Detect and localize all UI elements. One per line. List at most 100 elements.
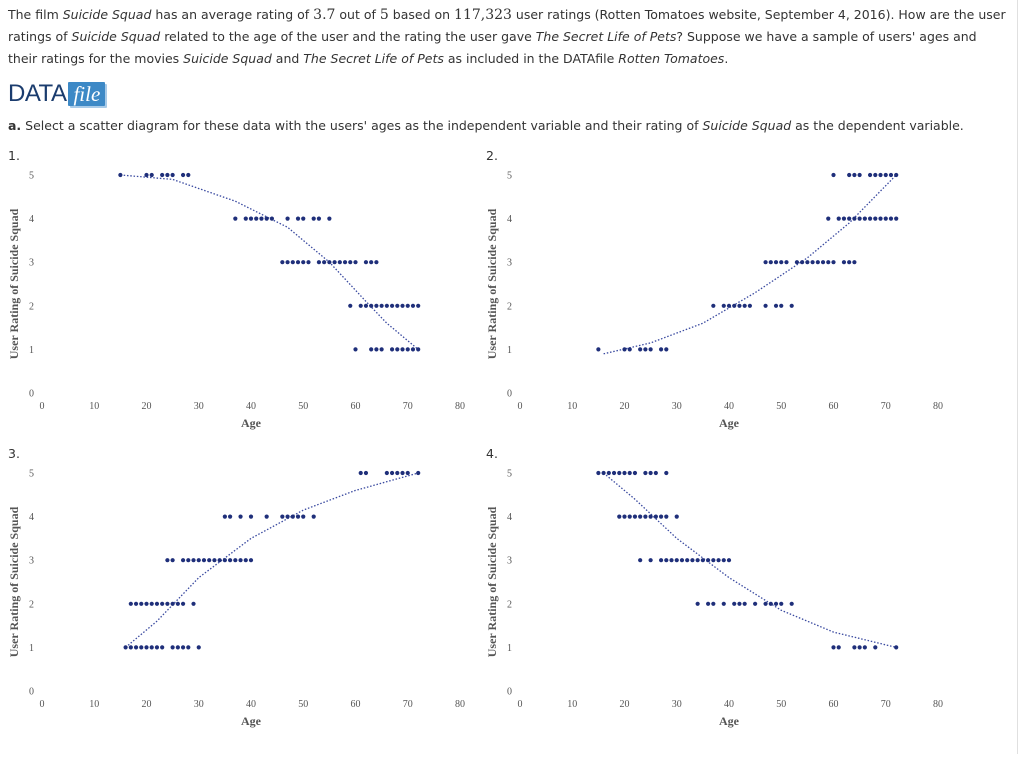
data-point — [416, 470, 421, 476]
data-point — [768, 601, 773, 606]
y-tick-label: 3 — [29, 258, 34, 269]
y-tick-label: 2 — [507, 599, 512, 610]
data-point — [363, 470, 369, 476]
data-point — [118, 172, 123, 178]
data-point — [389, 347, 395, 352]
data-point — [165, 558, 170, 563]
data-point — [800, 260, 805, 265]
option-3-label[interactable]: 3. — [8, 446, 20, 461]
data-point — [658, 514, 664, 519]
data-point — [711, 558, 716, 563]
data-point — [648, 514, 653, 519]
data-point — [852, 216, 857, 221]
data-point — [664, 514, 669, 519]
x-tick-label: 50 — [298, 401, 308, 412]
data-point — [384, 470, 389, 476]
data-point — [139, 645, 144, 650]
y-tick-label: 5 — [29, 469, 34, 480]
x-tick-label: 30 — [672, 401, 682, 412]
data-point — [862, 216, 867, 221]
data-point — [201, 558, 207, 563]
y-tick-label: 5 — [29, 171, 34, 182]
data-point — [160, 601, 165, 606]
data-point — [207, 558, 212, 563]
y-tick-label: 0 — [29, 687, 34, 698]
data-point — [779, 260, 784, 265]
data-point — [716, 558, 721, 563]
x-tick-label: 10 — [89, 401, 99, 412]
x-tick-label: 80 — [933, 699, 943, 710]
datafile-logo: DATA file — [8, 80, 106, 106]
data-point — [139, 601, 144, 606]
data-point — [295, 514, 301, 519]
option-4-label[interactable]: 4. — [486, 446, 498, 461]
data-point — [196, 645, 201, 650]
data-point — [233, 558, 238, 563]
data-point — [374, 260, 379, 265]
x-axis-label: Age — [719, 714, 740, 728]
data-point — [363, 260, 369, 265]
data-point — [779, 303, 784, 308]
data-point — [316, 260, 322, 265]
data-point — [191, 558, 196, 563]
data-point — [379, 303, 384, 308]
data-point — [894, 216, 899, 221]
data-point — [883, 172, 888, 178]
y-tick-label: 3 — [29, 556, 34, 567]
trendline — [125, 472, 419, 648]
data-point — [789, 303, 794, 308]
data-point — [841, 216, 847, 221]
option-2-label[interactable]: 2. — [486, 148, 498, 163]
data-point — [154, 645, 160, 650]
data-point — [353, 260, 358, 265]
data-point — [186, 645, 191, 650]
data-point — [622, 470, 627, 476]
data-point — [867, 172, 873, 178]
data-point — [149, 172, 154, 178]
data-point — [290, 514, 295, 519]
data-point — [831, 172, 836, 178]
data-point — [711, 303, 716, 308]
data-point — [160, 645, 165, 650]
data-point — [165, 172, 170, 178]
data-point — [180, 645, 186, 650]
data-point — [374, 303, 379, 308]
x-tick-label: 20 — [142, 401, 152, 412]
x-axis-label: Age — [719, 416, 740, 430]
option-1-label[interactable]: 1. — [8, 148, 20, 163]
data-point — [658, 558, 664, 563]
x-tick-label: 30 — [194, 699, 204, 710]
data-point — [327, 216, 332, 221]
data-point — [154, 601, 160, 606]
data-point — [794, 260, 800, 265]
data-point — [815, 260, 820, 265]
trendline — [120, 174, 419, 350]
data-point — [847, 260, 852, 265]
data-point — [810, 260, 815, 265]
data-point — [395, 347, 400, 352]
data-point — [857, 645, 862, 650]
question-a: a. Select a scatter diagram for these da… — [8, 118, 964, 133]
datafile-logo-file: file — [68, 82, 106, 106]
data-point — [685, 558, 690, 563]
data-point — [248, 514, 254, 519]
data-point — [721, 303, 726, 308]
data-point — [400, 347, 405, 352]
data-point — [405, 303, 410, 308]
x-tick-label: 50 — [776, 401, 786, 412]
data-point — [721, 558, 726, 563]
data-point — [617, 514, 622, 519]
data-point — [706, 558, 711, 563]
data-point — [747, 303, 752, 308]
data-point — [601, 470, 606, 476]
data-point — [763, 260, 768, 265]
data-point — [596, 347, 601, 352]
x-tick-label: 80 — [455, 699, 465, 710]
data-point — [369, 347, 374, 352]
x-tick-label: 70 — [881, 699, 891, 710]
data-point — [389, 303, 395, 308]
